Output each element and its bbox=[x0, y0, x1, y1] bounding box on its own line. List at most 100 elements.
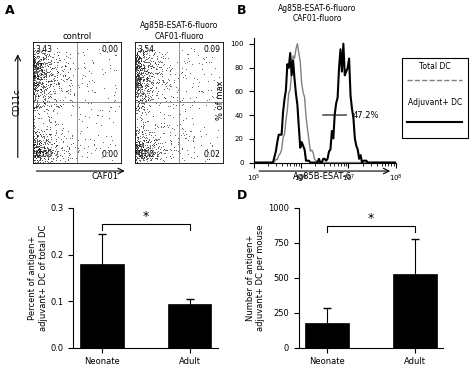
Point bbox=[141, 92, 149, 98]
Point bbox=[133, 81, 140, 87]
Point bbox=[43, 51, 51, 57]
Point bbox=[42, 60, 50, 66]
Point bbox=[99, 149, 106, 155]
Point bbox=[34, 143, 42, 149]
Point bbox=[159, 130, 166, 136]
Point bbox=[54, 77, 61, 84]
Point bbox=[141, 76, 148, 82]
Point bbox=[137, 47, 144, 53]
Point bbox=[62, 59, 69, 65]
Point bbox=[29, 143, 37, 149]
Point bbox=[134, 94, 141, 100]
Point bbox=[133, 61, 140, 67]
Point bbox=[30, 87, 37, 93]
Point bbox=[66, 77, 74, 83]
Point bbox=[144, 81, 152, 87]
Point bbox=[53, 151, 60, 157]
Point bbox=[219, 150, 227, 156]
Point bbox=[167, 138, 175, 144]
Point bbox=[67, 112, 74, 118]
Point bbox=[136, 88, 144, 94]
Point bbox=[42, 70, 49, 76]
Point bbox=[30, 145, 38, 151]
Point bbox=[39, 56, 47, 62]
Point bbox=[36, 154, 44, 160]
Point bbox=[137, 57, 145, 64]
Point bbox=[132, 149, 140, 155]
Point bbox=[134, 59, 142, 65]
Point bbox=[153, 141, 160, 147]
Point bbox=[30, 116, 38, 122]
Point bbox=[149, 147, 157, 153]
Point bbox=[50, 73, 58, 79]
Point bbox=[136, 78, 144, 84]
Point bbox=[30, 152, 37, 158]
Point bbox=[141, 143, 148, 149]
Point bbox=[145, 151, 152, 157]
Point bbox=[34, 73, 41, 79]
Point bbox=[141, 146, 149, 152]
Point bbox=[61, 158, 69, 164]
Point bbox=[206, 140, 213, 146]
Point bbox=[37, 149, 45, 155]
Point bbox=[148, 81, 155, 87]
Point bbox=[56, 71, 64, 77]
Point bbox=[30, 70, 38, 76]
Point bbox=[49, 71, 57, 77]
Point bbox=[155, 102, 163, 108]
Point bbox=[145, 129, 153, 135]
Point bbox=[66, 88, 74, 94]
Point bbox=[136, 74, 144, 81]
Point bbox=[166, 103, 174, 109]
Point bbox=[31, 65, 38, 71]
Point bbox=[30, 141, 37, 147]
Point bbox=[30, 90, 37, 96]
Point bbox=[132, 83, 140, 89]
Point bbox=[36, 150, 44, 156]
Point bbox=[30, 89, 38, 95]
Point bbox=[47, 103, 55, 109]
Point bbox=[50, 86, 57, 92]
Point bbox=[133, 141, 141, 147]
Text: 0.09: 0.09 bbox=[203, 45, 220, 54]
Point bbox=[32, 82, 40, 88]
Point bbox=[57, 136, 64, 142]
Point bbox=[137, 70, 145, 76]
Point bbox=[137, 153, 144, 159]
Point bbox=[148, 152, 155, 158]
Point bbox=[46, 53, 54, 59]
Point bbox=[31, 57, 39, 63]
Point bbox=[58, 144, 65, 150]
Point bbox=[131, 130, 139, 136]
Point bbox=[132, 91, 140, 97]
Point bbox=[48, 65, 56, 71]
Point bbox=[64, 76, 71, 82]
Point bbox=[40, 88, 48, 94]
Point bbox=[32, 80, 40, 86]
Point bbox=[41, 158, 48, 164]
Point bbox=[61, 63, 69, 69]
Point bbox=[135, 69, 142, 75]
Point bbox=[141, 119, 149, 125]
Point bbox=[32, 104, 40, 110]
Point bbox=[137, 60, 144, 66]
Point bbox=[105, 108, 113, 114]
Point bbox=[32, 69, 40, 75]
Point bbox=[137, 58, 145, 64]
Point bbox=[135, 85, 142, 91]
Point bbox=[40, 121, 47, 127]
Point bbox=[195, 60, 202, 66]
Point bbox=[32, 150, 40, 156]
Point bbox=[34, 87, 42, 93]
Point bbox=[133, 155, 141, 161]
Point bbox=[40, 60, 47, 66]
Point bbox=[131, 65, 139, 71]
Point bbox=[135, 134, 142, 140]
Point bbox=[32, 144, 39, 150]
Point bbox=[137, 71, 145, 77]
Point bbox=[193, 76, 201, 82]
Point bbox=[139, 101, 147, 107]
Point bbox=[66, 155, 73, 161]
Point bbox=[52, 121, 60, 127]
Point bbox=[135, 138, 142, 144]
